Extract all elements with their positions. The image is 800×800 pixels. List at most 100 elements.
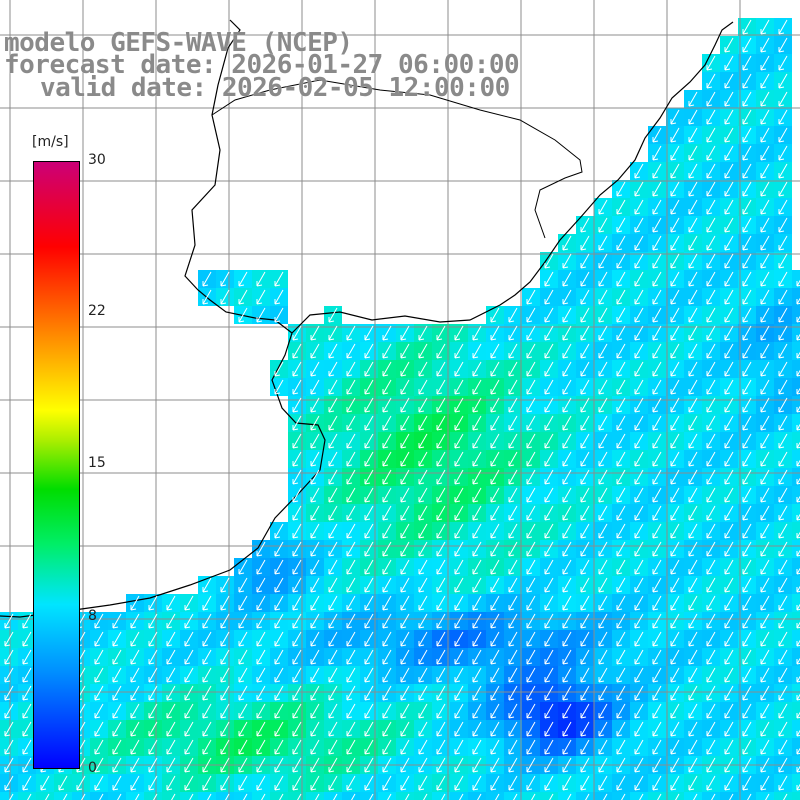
wind-arrow [166, 685, 176, 701]
wind-arrow [4, 739, 14, 755]
wind-arrow [652, 667, 662, 683]
wind-arrow [688, 307, 698, 323]
wind-speed-cell [558, 792, 576, 800]
wind-speed-cell [702, 792, 720, 800]
wind-arrow [436, 739, 446, 755]
wind-arrow [782, 793, 788, 800]
wind-arrow [706, 739, 716, 755]
wind-arrow [616, 361, 626, 377]
wind-speed-cell [216, 792, 234, 800]
wind-arrow [454, 325, 464, 341]
wind-arrow [670, 325, 680, 341]
wind-arrow [148, 685, 158, 701]
wind-arrow [670, 271, 680, 287]
wind-arrow [274, 577, 284, 593]
wind-arrow [724, 361, 734, 377]
wind-arrow [706, 343, 716, 359]
wind-arrow [490, 577, 500, 593]
wind-arrow [724, 577, 734, 593]
wind-arrow [778, 163, 788, 179]
wind-speed-cell [252, 792, 270, 800]
wind-arrow [580, 577, 590, 593]
coastline-south-america [0, 19, 326, 618]
wind-arrow [670, 253, 680, 269]
wind-arrow [152, 793, 158, 800]
wind-arrow [688, 361, 698, 377]
wind-arrow [238, 703, 248, 719]
wind-arrow [652, 505, 662, 521]
wind-arrow [274, 667, 284, 683]
wind-arrow [634, 703, 644, 719]
wind-speed-cell [360, 792, 378, 800]
wind-arrow [778, 379, 788, 395]
wind-arrow [634, 235, 644, 251]
wind-speed-cell [792, 396, 800, 414]
wind-arrow [454, 757, 464, 773]
wind-arrow [184, 631, 194, 647]
wind-speed-cell [792, 666, 800, 684]
wind-arrow [526, 721, 536, 737]
wind-arrow [548, 793, 554, 800]
wind-arrow [760, 667, 770, 683]
wind-arrow [598, 271, 608, 287]
wind-arrow [436, 757, 446, 773]
wind-arrow [454, 541, 464, 557]
wind-arrow [760, 721, 770, 737]
wind-arrow [256, 685, 266, 701]
wind-arrow [688, 487, 698, 503]
wind-arrow [526, 613, 536, 629]
wind-arrow [742, 271, 752, 287]
wind-arrow [598, 469, 608, 485]
wind-arrow [688, 415, 698, 431]
wind-speed-cell [72, 792, 90, 800]
wind-arrow [508, 649, 518, 665]
wind-arrow [472, 451, 482, 467]
wind-arrow [472, 379, 482, 395]
wind-arrow [292, 451, 302, 467]
wind-arrow [328, 541, 338, 557]
wind-arrow [580, 739, 590, 755]
wind-arrow [508, 541, 518, 557]
wind-arrow [130, 667, 140, 683]
wind-arrow [454, 451, 464, 467]
wind-arrow [544, 253, 554, 269]
wind-arrow [292, 721, 302, 737]
wind-arrow [580, 667, 590, 683]
wind-arrow [562, 595, 572, 611]
wind-arrow [706, 91, 716, 107]
wind-arrow [670, 505, 680, 521]
wind-arrow [400, 595, 410, 611]
wind-arrow [652, 613, 662, 629]
wind-arrow [328, 487, 338, 503]
wind-arrow [634, 649, 644, 665]
wind-arrow [634, 739, 644, 755]
wind-arrow [724, 703, 734, 719]
wind-arrow [760, 739, 770, 755]
wind-arrow [670, 307, 680, 323]
wind-arrow [454, 469, 464, 485]
wind-arrow [562, 451, 572, 467]
wind-arrow [256, 541, 266, 557]
wind-arrow [526, 361, 536, 377]
wind-arrow [760, 19, 770, 35]
wind-arrow [580, 235, 590, 251]
wind-arrow [598, 649, 608, 665]
wind-arrow [652, 469, 662, 485]
wind-arrow [350, 793, 356, 800]
wind-arrow [256, 757, 266, 773]
wind-arrow [328, 721, 338, 737]
wind-arrow [508, 397, 518, 413]
wind-arrow [742, 91, 752, 107]
wind-speed-cell [792, 468, 800, 486]
wind-arrow [220, 649, 230, 665]
wind-arrow [652, 595, 662, 611]
wind-speed-cell [126, 792, 144, 800]
wind-arrow [454, 397, 464, 413]
wind-arrow [670, 595, 680, 611]
wind-arrow [508, 631, 518, 647]
wind-arrow [328, 469, 338, 485]
wind-arrow [346, 631, 356, 647]
wind-arrow [310, 397, 320, 413]
wind-arrow [580, 541, 590, 557]
wind-arrow [652, 127, 662, 143]
